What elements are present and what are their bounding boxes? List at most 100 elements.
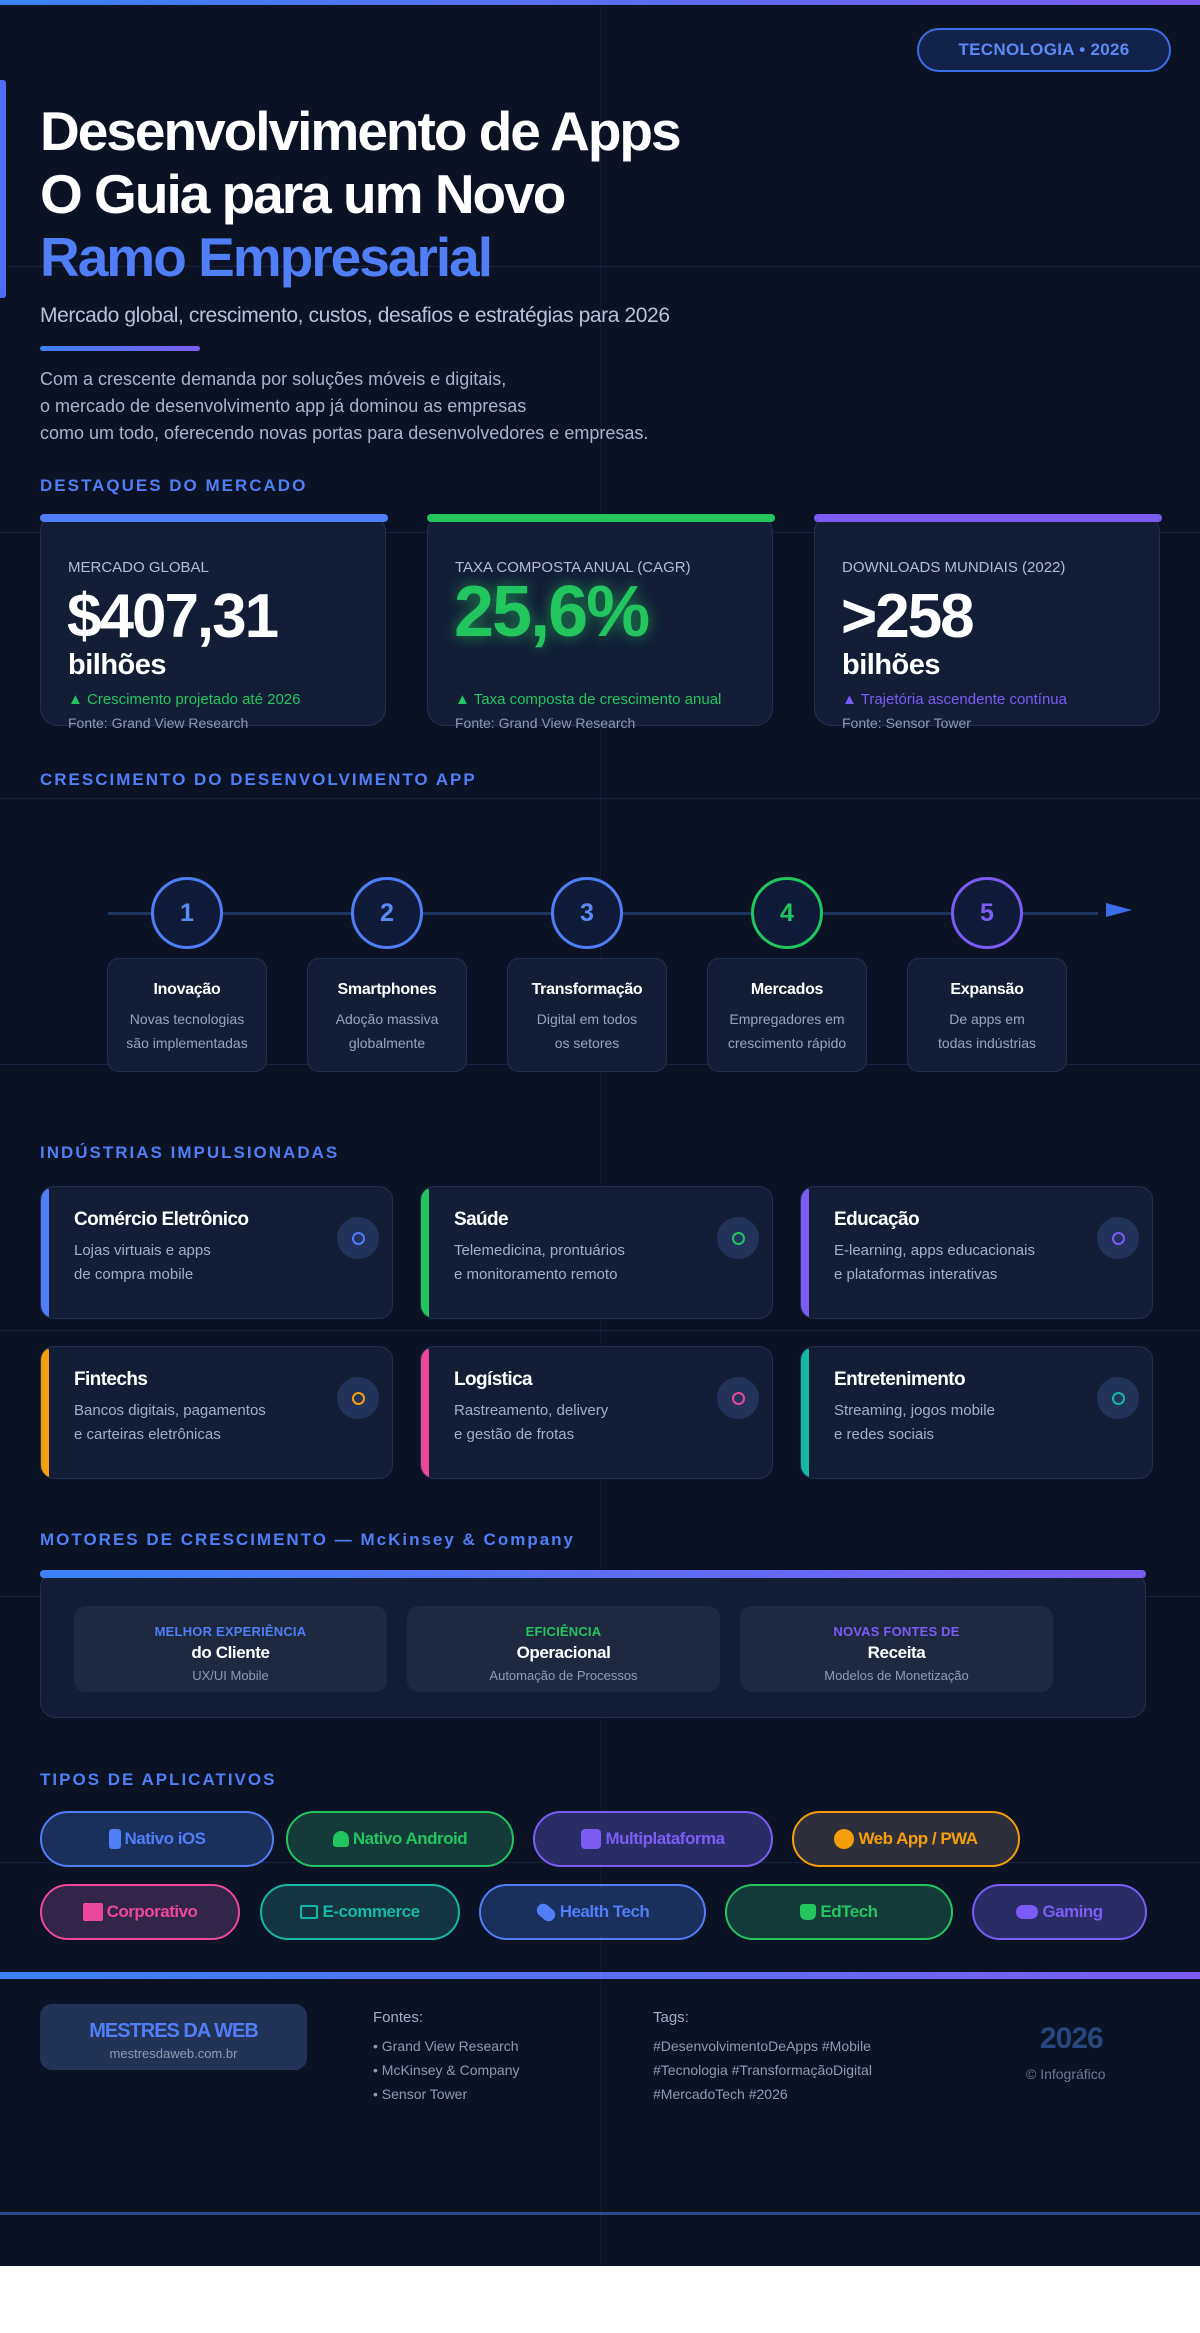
stat-card-accent [40, 514, 388, 522]
app-type-label: E-commerce [322, 1902, 420, 1921]
industry-desc: Rastreamento, delivery e gestão de frotas [454, 1399, 608, 1447]
footer-source-item: • McKinsey & Company [373, 2062, 520, 2078]
timeline-step-title: Transformação [531, 981, 643, 998]
stat-card-downloads: DOWNLOADS MUNDIAIS (2022) >258 bilhões ▲… [814, 514, 1162, 731]
industry-accent [41, 1187, 49, 1318]
footer-year: 2026 [1040, 2022, 1104, 2055]
timeline-step-card: Smartphones Adoção massiva globalmente [307, 958, 467, 1072]
desc-line: Telemedicina, prontuários [454, 1242, 625, 1259]
desc-line: todas indústrias [937, 1035, 1037, 1051]
hero-title-highlight: Ramo Empresarial [40, 226, 493, 288]
app-type-label: Health Tech [559, 1902, 650, 1921]
section-title-growth: CRESCIMENTO DO DESENVOLVIMENTO APP [40, 770, 477, 789]
timeline-step-number: 4 [751, 877, 823, 949]
briefcase-icon [82, 1903, 103, 1921]
footer-sources: Fontes: • Grand View Research • McKinsey… [373, 2009, 520, 2106]
desc-line: Streaming, jogos mobile [834, 1402, 995, 1419]
stat-source: Fonte: Sensor Tower [842, 715, 971, 731]
timeline-step-number: 1 [151, 877, 223, 949]
book-icon [1097, 1217, 1139, 1259]
stat-label: TAXA COMPOSTA ANUAL (CAGR) [455, 559, 691, 576]
grid-line [0, 798, 1200, 799]
stat-unit: bilhões [842, 649, 941, 681]
stat-card-accent [814, 514, 1162, 522]
gamepad-icon [1016, 1905, 1039, 1919]
stat-card-market: MERCADO GLOBAL $407,31 bilhões ▲ Crescim… [40, 514, 388, 731]
desc-line: Lojas virtuais e apps [74, 1242, 211, 1259]
desc-line: Adoção massiva [335, 1011, 439, 1027]
timeline-step-title: Mercados [750, 981, 824, 998]
hero-description-line: o mercado de desenvolvimento app já domi… [40, 396, 527, 416]
timeline-step-desc: Digital em todos os setores [508, 1007, 666, 1055]
timeline-step-title: Smartphones [337, 981, 437, 998]
stat-source: Fonte: Grand View Research [455, 715, 636, 731]
stat-value: 25,6% [454, 572, 650, 652]
top-accent-bar [0, 0, 1200, 5]
industry-card-ecommerce: Comércio Eletrônico Lojas virtuais e app… [40, 1186, 393, 1319]
footer-accent-bar [0, 1972, 1200, 1979]
layers-icon [581, 1829, 602, 1849]
timeline-step-card: Inovação Novas tecnologias são implementa… [107, 958, 267, 1072]
desc-line: e gestão de frotas [454, 1426, 575, 1443]
industry-card-fintech: Fintechs Bancos digitais, pagamentos e ca… [40, 1346, 393, 1479]
industry-desc: Telemedicina, prontuários e monitoramento… [454, 1239, 625, 1287]
app-type-pill: Nativo Android [286, 1811, 514, 1867]
desc-line: e redes sociais [834, 1426, 935, 1443]
footer-tags-title: Tags: [653, 2009, 689, 2026]
industry-card-education: Educação E-learning, apps educacionais e … [800, 1186, 1153, 1319]
timeline-step-number: 3 [551, 877, 623, 949]
driver-desc: UX/UI Mobile [192, 1668, 269, 1683]
desc-line: De apps em [949, 1011, 1025, 1027]
stat-label: DOWNLOADS MUNDIAIS (2022) [842, 559, 1066, 576]
app-type-label: Gaming [1042, 1902, 1103, 1921]
timeline-step-desc: Adoção massiva globalmente [308, 1007, 466, 1055]
app-type-label: Corporativo [106, 1902, 198, 1921]
app-type-pill: Multiplataforma [533, 1811, 773, 1867]
timeline-step-card: Transformação Digital em todos os setores [507, 958, 667, 1072]
app-type-label: Nativo Android [352, 1829, 468, 1848]
desc-line: crescimento rápido [727, 1035, 847, 1051]
stat-label: MERCADO GLOBAL [68, 559, 209, 576]
grid-line [0, 1330, 1200, 1331]
industry-card-health: Saúde Telemedicina, prontuários e monitor… [420, 1186, 773, 1319]
footer-sources-title: Fontes: [373, 2009, 424, 2026]
footer-tag-line: #DesenvolvimentoDeApps #Mobile [653, 2038, 871, 2054]
app-type-label: EdTech [820, 1902, 878, 1921]
footer-source-item: • Sensor Tower [373, 2086, 468, 2102]
desc-line: Novas tecnologias [129, 1011, 245, 1027]
section-title-highlights: DESTAQUES DO MERCADO [40, 476, 308, 495]
industry-accent [421, 1187, 429, 1318]
android-icon [332, 1831, 349, 1847]
play-icon [1097, 1377, 1139, 1419]
driver-title: do Cliente [191, 1643, 270, 1662]
industry-accent [801, 1187, 809, 1318]
timeline-step-title: Inovação [153, 981, 221, 998]
desc-line: são implementadas [126, 1035, 248, 1051]
left-accent-bar [0, 80, 6, 298]
desc-line: e carteiras eletrônicas [74, 1426, 221, 1443]
hero-description-line: Com a crescente demanda por soluções móv… [40, 369, 507, 389]
industry-title: Logística [454, 1369, 533, 1390]
driver-card-efficiency: EFICIÊNCIA Operacional Automação de Proc… [407, 1606, 720, 1692]
stat-source: Fonte: Grand View Research [68, 715, 249, 731]
stat-value: $407,31 [67, 582, 279, 651]
category-badge: TECNOLOGIA • 2026 [917, 28, 1171, 72]
desc-line: e monitoramento remoto [454, 1266, 618, 1283]
driver-card-customer: MELHOR EXPERIÊNCIA do Cliente UX/UI Mobi… [74, 1606, 387, 1692]
infographic-page: TECNOLOGIA • 2026 Desenvolvimento de App… [0, 0, 1200, 2266]
stat-card-accent [427, 514, 775, 522]
industry-desc: E-learning, apps educacionais e plataform… [834, 1239, 1035, 1287]
driver-desc: Modelos de Monetização [824, 1668, 969, 1683]
hero-subtitle: Mercado global, crescimento, custos, des… [40, 304, 670, 327]
industry-desc: Bancos digitais, pagamentos e carteiras e… [74, 1399, 266, 1447]
clock-icon [337, 1217, 379, 1259]
grid-line [600, 0, 601, 2266]
industry-card-entertainment: Entretenimento Streaming, jogos mobile e … [800, 1346, 1153, 1479]
driver-card-revenue: NOVAS FONTES DE Receita Modelos de Monet… [740, 1606, 1053, 1692]
footer-tag-line: #MercadoTech #2026 [653, 2086, 788, 2102]
stat-trend: ▲ Crescimento projetado até 2026 [68, 691, 301, 708]
app-type-pill: Nativo iOS [40, 1811, 274, 1867]
phone-icon [108, 1829, 121, 1849]
timeline-step-desc: Novas tecnologias são implementadas [108, 1007, 266, 1055]
timeline-step-number: 5 [951, 877, 1023, 949]
